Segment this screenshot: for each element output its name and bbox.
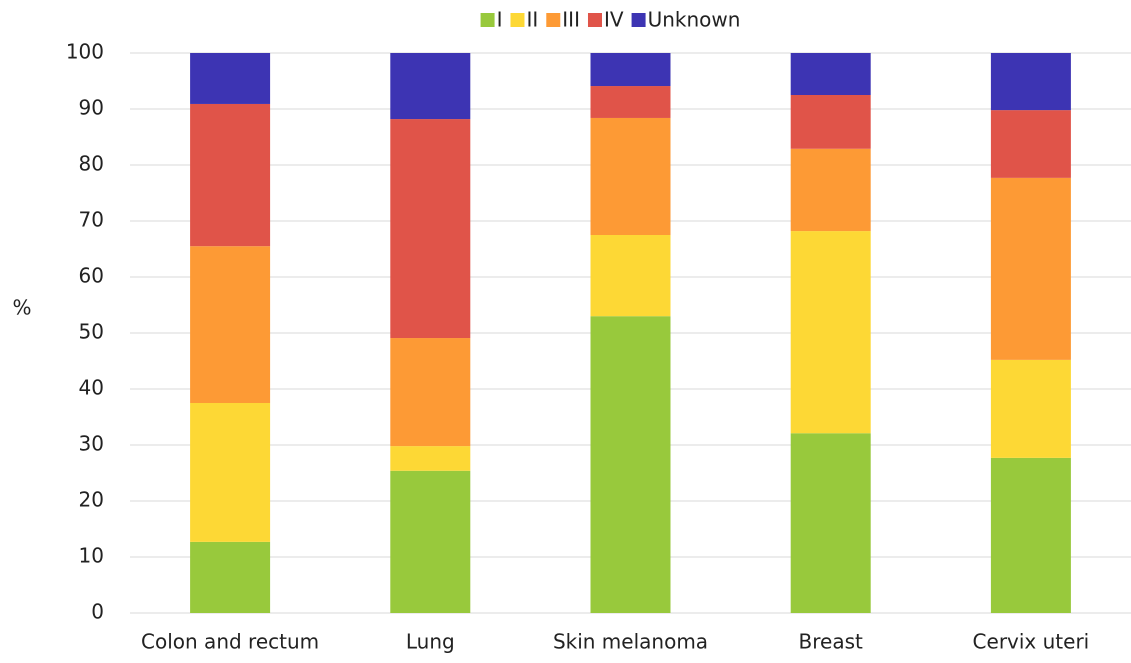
bar-segment (190, 403, 271, 542)
bar-segment (790, 433, 871, 613)
bar-segment (990, 110, 1071, 178)
bar-segment (190, 103, 271, 247)
legend-swatch (631, 13, 646, 27)
legend-label: III (562, 8, 580, 32)
bar-segment (990, 53, 1071, 111)
y-axis-label: % (12, 296, 31, 320)
x-tick-label: Cervix uteri (973, 630, 1090, 654)
x-tick-label: Skin melanoma (553, 630, 708, 654)
bar-segment (590, 53, 671, 87)
y-tick-label: 60 (79, 264, 104, 288)
y-tick-label: 30 (79, 432, 104, 456)
legend-label: IV (604, 8, 624, 32)
bar-segment (790, 231, 871, 434)
bar-segment (590, 86, 671, 118)
bar-segment (790, 53, 871, 95)
bar-segment (790, 148, 871, 232)
bar-segment (390, 446, 471, 471)
y-tick-label: 50 (79, 320, 104, 344)
legend-label: I (497, 8, 503, 32)
bar-segment (190, 53, 271, 104)
bar-segment (990, 359, 1071, 458)
bar-segment (590, 316, 671, 613)
bar-segment (390, 470, 471, 613)
y-tick-label: 80 (79, 152, 104, 176)
y-tick-label: 40 (79, 376, 104, 400)
x-tick-label: Breast (799, 630, 863, 654)
bar-segment (390, 119, 471, 339)
bar-segment (390, 53, 471, 120)
bar-segment (190, 246, 271, 403)
bar-segment (590, 117, 671, 235)
bar-segment (590, 235, 671, 317)
legend-swatch (587, 13, 602, 27)
legend-swatch (546, 13, 561, 27)
bar-segment (990, 457, 1071, 613)
y-tick-label: 0 (91, 600, 104, 624)
y-tick-label: 90 (79, 96, 104, 120)
y-tick-label: 70 (79, 208, 104, 232)
x-tick-label: Colon and rectum (141, 630, 319, 654)
legend-swatch (510, 13, 525, 27)
y-tick-label: 10 (79, 544, 104, 568)
y-tick-label: 100 (66, 40, 104, 64)
bar-segment (790, 95, 871, 149)
legend-label: II (526, 8, 538, 32)
bar-segment (990, 177, 1071, 360)
y-tick-label: 20 (79, 488, 104, 512)
x-tick-label: Lung (406, 630, 455, 654)
bar-segment (390, 338, 471, 447)
legend-swatch (480, 13, 495, 27)
bar-segment (190, 541, 271, 613)
legend-label: Unknown (648, 8, 741, 32)
